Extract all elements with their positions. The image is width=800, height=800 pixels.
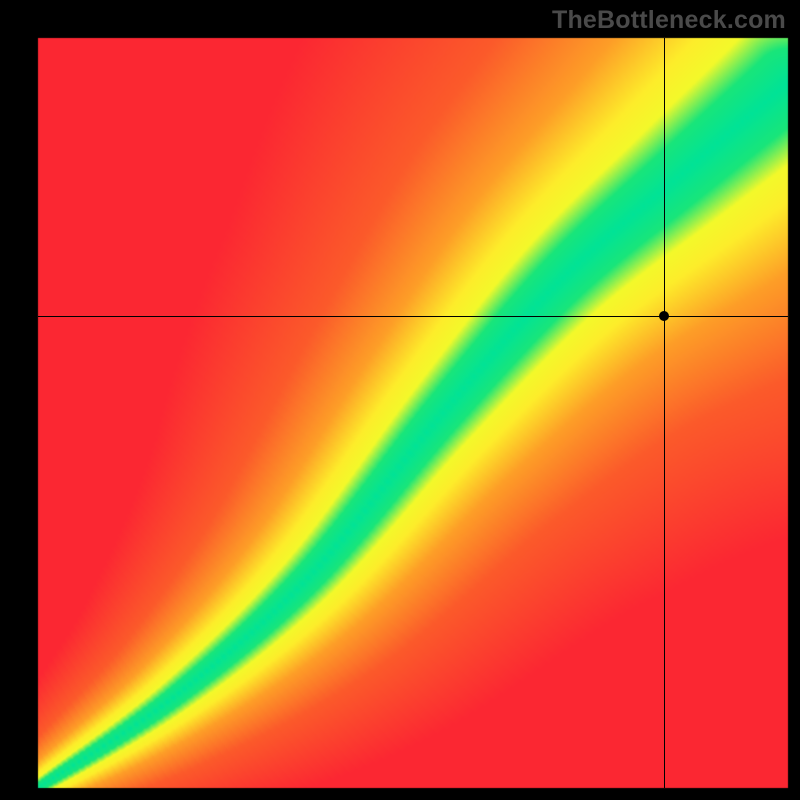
crosshair-horizontal <box>38 316 788 317</box>
chart-container: { "watermark_text": "TheBottleneck.com",… <box>0 0 800 800</box>
watermark-text: TheBottleneck.com <box>552 6 786 35</box>
heatmap-canvas <box>0 0 800 800</box>
crosshair-vertical <box>664 38 665 788</box>
crosshair-marker <box>659 311 669 321</box>
